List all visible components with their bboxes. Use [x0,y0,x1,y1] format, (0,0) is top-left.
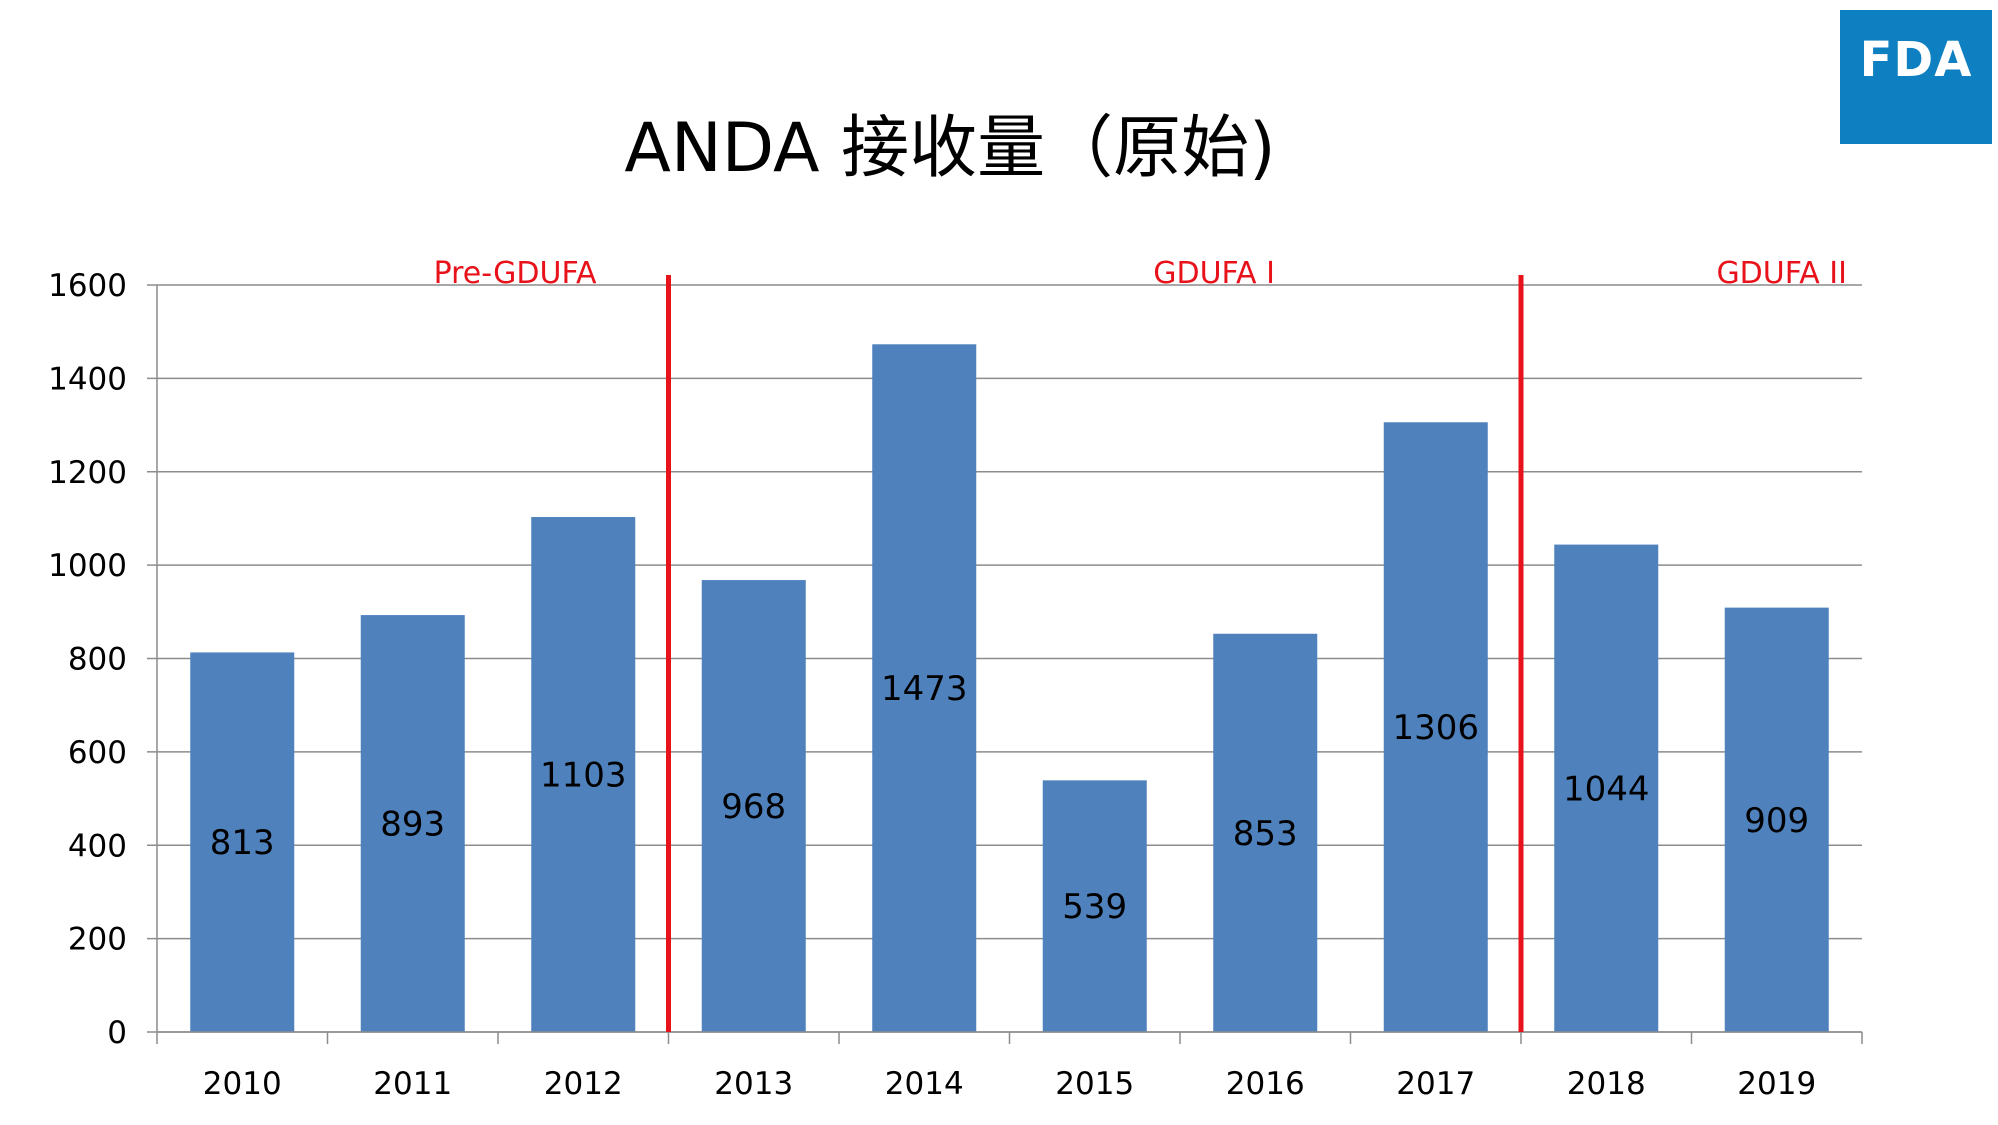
x-tick-label-2017: 2017 [1396,1066,1475,1102]
data-label-2010: 813 [210,823,275,863]
x-tick-label-2012: 2012 [544,1066,623,1102]
data-label-2012: 1103 [540,756,627,796]
bar-2014 [872,344,977,1033]
x-tick-label-2013: 2013 [714,1066,793,1102]
era-label-1: GDUFA I [1153,256,1275,291]
data-label-2011: 893 [380,805,445,845]
y-tick-label: 200 [68,922,127,958]
y-tick-label: 600 [68,735,127,771]
bar-2012 [531,517,636,1032]
bar-2018 [1554,544,1659,1032]
x-tick-label-2019: 2019 [1737,1066,1816,1102]
y-tick-label: 1400 [48,361,127,397]
data-labels: 813 893 1103 968 1473 539 853 1306 1044 909 [210,669,1809,927]
data-label-2015: 539 [1062,887,1127,927]
y-axis-ticks: 0 200 400 600 800 1000 1200 1400 1600 [48,268,158,1051]
y-tick-label: 800 [68,642,127,678]
bar-2017 [1383,422,1488,1033]
y-tick-label: 1000 [48,548,127,584]
x-tick-label-2015: 2015 [1055,1066,1134,1102]
bar-2016 [1213,633,1318,1032]
page-title: ANDA 接收量（原始) [624,109,1276,188]
data-label-2019: 909 [1744,801,1809,841]
era-label-2: GDUFA II [1716,256,1847,291]
data-label-2016: 853 [1233,814,1298,854]
bars [190,344,1829,1033]
fda-logo-text: FDA [1859,32,1973,88]
x-tick-label-2010: 2010 [203,1066,282,1102]
x-tick-label-2018: 2018 [1567,1066,1646,1102]
x-tick-label-2014: 2014 [885,1066,964,1102]
era-labels: Pre-GDUFA GDUFA I GDUFA II [434,256,1847,291]
y-tick-label: 400 [68,828,127,864]
era-dividers [666,275,1524,1032]
fda-logo: FDA [1840,10,1992,144]
data-label-2014: 1473 [881,669,968,709]
bar-2015 [1042,780,1147,1032]
bar-2011 [360,615,465,1032]
era-label-0: Pre-GDUFA [434,256,597,291]
bar-2019 [1724,607,1829,1032]
bar-2013 [701,580,806,1032]
x-axis: 2010 2011 2012 2013 2014 2015 2016 2017 2018 2019 [156,1031,1863,1102]
data-label-2018: 1044 [1563,769,1650,809]
x-tick-label-2016: 2016 [1226,1066,1305,1102]
bar-2010 [190,652,295,1032]
x-tick-label-2011: 2011 [373,1066,452,1102]
data-label-2013: 968 [721,787,786,827]
y-tick-label: 0 [107,1015,127,1051]
y-tick-label: 1600 [48,268,127,304]
data-label-2017: 1306 [1392,708,1479,748]
y-tick-label: 1200 [48,455,127,491]
